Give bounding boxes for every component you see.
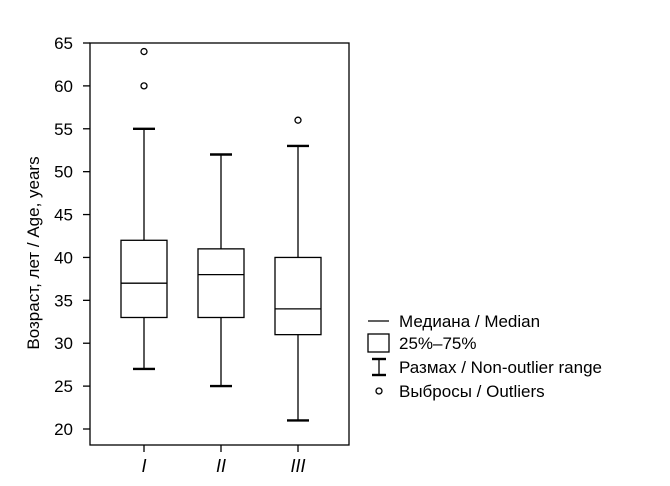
legend: Медиана / Median 25%–75% Размах / Non-outl… — [367, 312, 602, 401]
y-tick-label: 50 — [54, 163, 73, 182]
box-group-I — [120, 47, 168, 371]
y-tick-label: 55 — [54, 120, 73, 139]
legend-label: Медиана / Median — [399, 312, 540, 331]
outlier-point — [294, 116, 302, 124]
y-axis-title: Возраст, лет / Age, years — [24, 156, 43, 349]
iqr-box — [120, 239, 168, 319]
legend-item-median: Медиана / Median — [368, 312, 540, 331]
legend-item-outlier: Выбросы / Outliers — [375, 382, 545, 401]
legend-box-symbol — [367, 333, 390, 353]
legend-outlier-symbol — [375, 387, 383, 395]
plot-area-frame — [89, 42, 350, 446]
outlier-point — [140, 82, 148, 90]
y-tick-label: 30 — [54, 334, 73, 353]
y-tick-label: 65 — [54, 34, 73, 53]
y-tick-label: 35 — [54, 291, 73, 310]
x-category-label: II — [216, 456, 226, 476]
y-tick-label: 40 — [54, 248, 73, 267]
box-group-III — [274, 116, 322, 422]
legend-label: Выбросы / Outliers — [399, 382, 545, 401]
y-tick-label: 45 — [54, 206, 73, 225]
y-axis: 20 25 30 35 40 45 50 55 60 65 — [54, 34, 90, 439]
x-category-label: III — [290, 456, 305, 476]
y-tick-label: 20 — [54, 420, 73, 439]
legend-label: Размах / Non-outlier range — [399, 358, 602, 377]
iqr-box — [274, 256, 322, 336]
x-category-label: I — [141, 456, 146, 476]
legend-label: 25%–75% — [399, 334, 477, 353]
legend-item-range: Размах / Non-outlier range — [372, 357, 602, 377]
legend-item-box: 25%–75% — [367, 333, 477, 353]
boxes-layer — [120, 47, 322, 422]
y-tick-label: 25 — [54, 377, 73, 396]
iqr-box — [197, 248, 245, 319]
box-group-II — [197, 153, 245, 388]
x-axis: I II III — [141, 445, 306, 476]
outlier-point — [140, 47, 148, 56]
y-tick-label: 60 — [54, 77, 73, 96]
